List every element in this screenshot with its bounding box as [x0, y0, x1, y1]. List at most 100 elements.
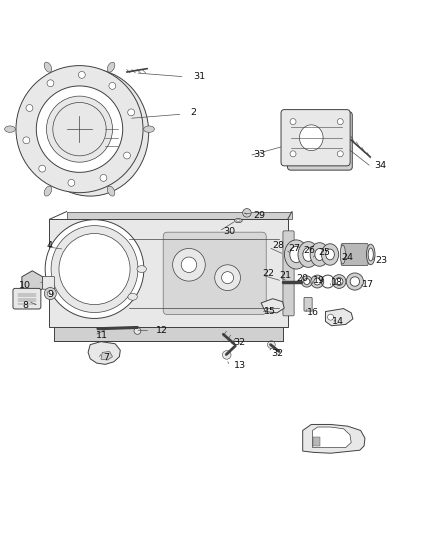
Text: 32: 32	[233, 338, 246, 347]
Text: 14: 14	[332, 317, 344, 326]
Text: 31: 31	[194, 72, 206, 81]
Ellipse shape	[237, 220, 240, 222]
FancyBboxPatch shape	[49, 219, 288, 327]
Circle shape	[223, 351, 231, 359]
Circle shape	[314, 278, 321, 285]
Circle shape	[337, 151, 343, 157]
Ellipse shape	[4, 126, 15, 132]
Circle shape	[46, 96, 113, 162]
Text: 12: 12	[156, 326, 168, 335]
Circle shape	[301, 276, 312, 287]
Ellipse shape	[107, 186, 115, 196]
Circle shape	[222, 272, 233, 284]
Text: 19: 19	[313, 276, 325, 285]
Ellipse shape	[32, 69, 148, 196]
Text: 32: 32	[271, 349, 283, 358]
Circle shape	[173, 248, 205, 281]
Polygon shape	[22, 271, 42, 295]
Ellipse shape	[300, 125, 323, 151]
Circle shape	[328, 314, 334, 320]
Polygon shape	[303, 424, 365, 453]
Ellipse shape	[310, 243, 329, 266]
Circle shape	[335, 278, 343, 285]
FancyBboxPatch shape	[163, 232, 266, 314]
Text: 29: 29	[254, 212, 266, 220]
Circle shape	[39, 165, 46, 172]
Text: 8: 8	[22, 302, 28, 311]
Circle shape	[124, 152, 131, 159]
Circle shape	[311, 275, 324, 288]
Ellipse shape	[303, 248, 314, 261]
Circle shape	[215, 265, 240, 290]
Circle shape	[128, 109, 134, 116]
Circle shape	[243, 208, 251, 217]
Text: 26: 26	[303, 246, 315, 255]
Ellipse shape	[340, 245, 346, 264]
Ellipse shape	[298, 241, 318, 268]
Ellipse shape	[144, 126, 155, 132]
Text: 15: 15	[264, 307, 276, 316]
Text: 7: 7	[103, 353, 110, 362]
FancyBboxPatch shape	[341, 244, 368, 265]
Text: 10: 10	[19, 281, 31, 290]
Circle shape	[346, 273, 364, 290]
FancyBboxPatch shape	[54, 327, 283, 341]
Circle shape	[51, 225, 138, 312]
Circle shape	[350, 277, 360, 286]
Circle shape	[68, 180, 75, 187]
Circle shape	[290, 151, 296, 157]
FancyBboxPatch shape	[13, 288, 41, 309]
Circle shape	[290, 119, 296, 125]
Circle shape	[59, 233, 130, 305]
Ellipse shape	[44, 62, 52, 72]
Ellipse shape	[234, 219, 242, 223]
Circle shape	[16, 66, 143, 192]
Circle shape	[47, 80, 54, 87]
Text: 28: 28	[272, 241, 284, 251]
Text: 25: 25	[318, 248, 330, 257]
Text: 21: 21	[279, 271, 292, 280]
Circle shape	[109, 83, 116, 90]
Text: 23: 23	[375, 256, 387, 265]
Polygon shape	[101, 351, 113, 360]
Ellipse shape	[44, 186, 52, 196]
Circle shape	[26, 104, 33, 111]
FancyBboxPatch shape	[42, 277, 55, 289]
Text: 4: 4	[46, 241, 53, 251]
Circle shape	[134, 327, 141, 334]
Circle shape	[268, 341, 275, 349]
Circle shape	[181, 257, 197, 272]
Polygon shape	[88, 342, 120, 365]
Ellipse shape	[137, 265, 146, 272]
Text: 18: 18	[331, 278, 343, 287]
Text: 17: 17	[362, 280, 374, 289]
Text: 27: 27	[288, 244, 300, 253]
Ellipse shape	[284, 240, 308, 269]
Polygon shape	[261, 298, 284, 313]
Circle shape	[44, 287, 57, 300]
Text: 16: 16	[307, 308, 318, 317]
Polygon shape	[325, 309, 353, 326]
Circle shape	[47, 290, 53, 296]
Ellipse shape	[367, 244, 375, 265]
FancyBboxPatch shape	[281, 110, 350, 166]
Ellipse shape	[290, 246, 303, 263]
Text: 22: 22	[262, 269, 274, 278]
Circle shape	[53, 102, 106, 156]
Text: 24: 24	[342, 253, 354, 262]
Ellipse shape	[107, 62, 115, 72]
Circle shape	[23, 137, 30, 144]
Circle shape	[78, 71, 85, 78]
Polygon shape	[313, 438, 320, 446]
Ellipse shape	[368, 248, 373, 261]
Circle shape	[332, 274, 346, 288]
Ellipse shape	[128, 293, 138, 300]
Text: 9: 9	[48, 290, 54, 299]
Polygon shape	[67, 212, 292, 219]
Text: 30: 30	[224, 227, 236, 236]
Text: 13: 13	[233, 361, 246, 370]
Circle shape	[337, 119, 343, 125]
Ellipse shape	[321, 244, 339, 265]
FancyBboxPatch shape	[304, 297, 312, 311]
Ellipse shape	[326, 249, 334, 260]
